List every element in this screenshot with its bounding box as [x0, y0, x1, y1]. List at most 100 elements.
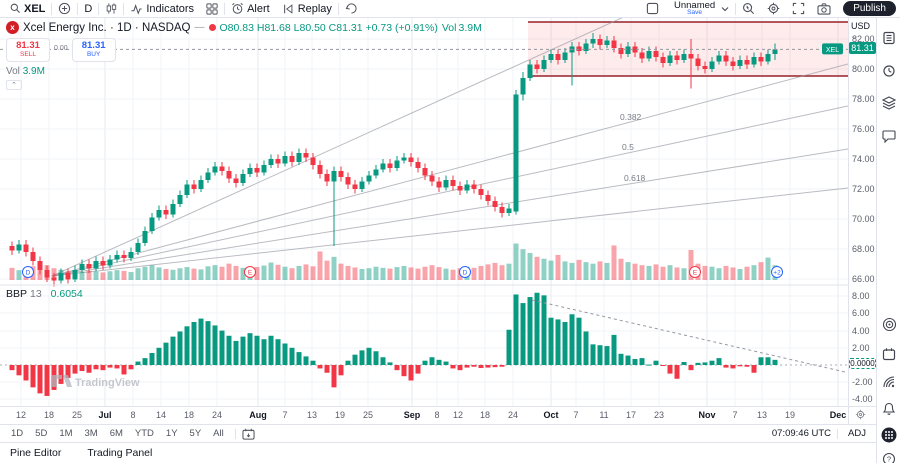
bbp-bar	[184, 326, 190, 365]
layout-select-button[interactable]	[640, 2, 665, 15]
replay-button[interactable]: Replay	[276, 3, 338, 15]
snapshot-button[interactable]	[811, 2, 837, 15]
help-icon[interactable]: ?	[881, 451, 897, 463]
range-button-5Y[interactable]: 5Y	[189, 428, 202, 439]
event-marker[interactable]	[22, 266, 34, 278]
bbp-name: BBP	[6, 288, 28, 300]
watchlist-icon[interactable]	[881, 30, 897, 46]
apps-grid-icon[interactable]	[881, 427, 897, 443]
range-button-1D[interactable]: 1D	[11, 428, 24, 439]
adjust-toggle[interactable]: ADJ	[848, 428, 866, 439]
market-status-dot	[208, 24, 216, 31]
object-tree-layers-icon[interactable]	[881, 95, 897, 111]
interval-button[interactable]: D	[78, 3, 98, 15]
time-tick: 24	[211, 410, 223, 420]
price-chart[interactable]: 0.382 0.5 0.618 XEL D E D E +2 TradingView	[0, 18, 848, 406]
bbp-legend[interactable]: BBP 13 0.6054	[6, 288, 83, 300]
volume-bar	[737, 268, 743, 280]
bbp-bar	[170, 336, 176, 365]
range-button-3M[interactable]: 3M	[84, 428, 98, 439]
undo-button[interactable]	[339, 3, 364, 14]
event-marker[interactable]	[244, 266, 256, 278]
bbp-bar	[506, 329, 512, 365]
event-marker[interactable]	[689, 266, 701, 278]
bbp-bar	[345, 360, 351, 365]
legend-collapse-button[interactable]: ⌃	[6, 79, 22, 90]
volume-bar	[576, 259, 582, 280]
settings-button[interactable]	[761, 2, 786, 15]
buy-button[interactable]: 81.31 BUY	[71, 38, 116, 62]
trendline[interactable]	[51, 187, 848, 277]
last-price-label[interactable]: 81.31	[849, 42, 876, 55]
trading-panel-tab[interactable]: Trading Panel	[87, 447, 153, 459]
bbp-bar	[450, 365, 456, 369]
range-button-1Y[interactable]: 1Y	[165, 428, 178, 439]
volume-bar	[436, 267, 442, 280]
bbp-bar	[303, 356, 309, 365]
candle-body	[751, 57, 757, 65]
trendline[interactable]	[51, 105, 848, 277]
candle-body	[93, 261, 99, 269]
minus-icon[interactable]: —	[194, 22, 205, 33]
candle-body	[730, 61, 736, 66]
candle-body	[625, 46, 631, 54]
fullscreen-button[interactable]	[786, 2, 811, 15]
volume-bar	[639, 265, 645, 280]
event-marker[interactable]	[459, 266, 471, 278]
candle-body	[513, 94, 519, 212]
time-tick: 25	[71, 410, 83, 420]
toolbar-separator	[224, 2, 226, 15]
volume-bar	[261, 265, 267, 280]
go-to-date-icon[interactable]	[242, 428, 255, 440]
chart-style-button[interactable]	[99, 2, 123, 15]
chat-icon[interactable]	[881, 128, 897, 144]
legend-title[interactable]: Xcel Energy Inc. · 1D · NASDAQ	[23, 21, 191, 34]
bbp-bar	[394, 365, 400, 371]
pine-editor-tab[interactable]: Pine Editor	[10, 447, 62, 459]
symbol-search-button[interactable]: XEL	[4, 3, 51, 15]
candle-body	[674, 55, 680, 60]
range-button-YTD[interactable]: YTD	[134, 428, 154, 439]
range-button-All[interactable]: All	[213, 428, 224, 439]
currency-dropdown[interactable]: USD ⌄	[851, 21, 871, 41]
candle-body	[555, 54, 561, 60]
compare-add-button[interactable]	[52, 2, 77, 15]
publish-button[interactable]: Publish	[843, 1, 896, 16]
volume-bar	[765, 257, 771, 280]
candle-body	[303, 153, 309, 158]
price-tick: 66.00	[852, 274, 875, 284]
candle-body	[16, 244, 22, 251]
alerts-clock-icon[interactable]	[881, 63, 897, 79]
notifications-bell-icon[interactable]	[881, 401, 897, 417]
sell-button[interactable]: 81.31 SELL	[6, 38, 50, 62]
bbp-bar	[37, 365, 43, 394]
trendline[interactable]	[51, 148, 848, 277]
volume-bar	[9, 267, 15, 280]
range-button-1M[interactable]: 1M	[59, 428, 73, 439]
calendar-icon[interactable]	[881, 346, 897, 362]
trendline[interactable]	[51, 63, 848, 277]
event-marker[interactable]	[771, 266, 783, 278]
axis-settings-gear-icon[interactable]	[855, 409, 866, 422]
indicators-button[interactable]: Indicators	[124, 3, 200, 15]
volume-bar	[429, 265, 435, 280]
layout-name-button[interactable]: Unnamed Save	[665, 0, 735, 17]
bbp-bar	[156, 347, 162, 365]
alert-button[interactable]: Alert	[225, 2, 276, 15]
quick-search-button[interactable]	[736, 2, 761, 15]
bbp-zero-label[interactable]: 0.0000	[849, 358, 876, 369]
bbp-bar	[359, 350, 365, 365]
bbp-bar	[58, 365, 64, 384]
ideas-target-icon[interactable]	[881, 316, 897, 332]
volume-bar	[653, 264, 659, 280]
indicator-templates-button[interactable]	[200, 2, 224, 15]
range-button-6M[interactable]: 6M	[109, 428, 123, 439]
bbp-bar	[261, 339, 267, 365]
time-tick: 24	[507, 410, 519, 420]
volume-bar	[674, 267, 680, 280]
clock[interactable]: 07:09:46 UTC	[771, 428, 832, 439]
range-button-5D[interactable]: 5D	[35, 428, 48, 439]
time-axis[interactable]: 12 18 25 Jul 8 14 18 24 Aug 7 13 19 25 Sep 8 12 18 24 Oct 7…	[0, 406, 876, 425]
news-signal-icon[interactable]	[881, 374, 897, 390]
price-axis[interactable]: USD ⌄ 82.00 80.00 78.00 76.00 74.00 72.00 70.0…	[848, 18, 876, 406]
